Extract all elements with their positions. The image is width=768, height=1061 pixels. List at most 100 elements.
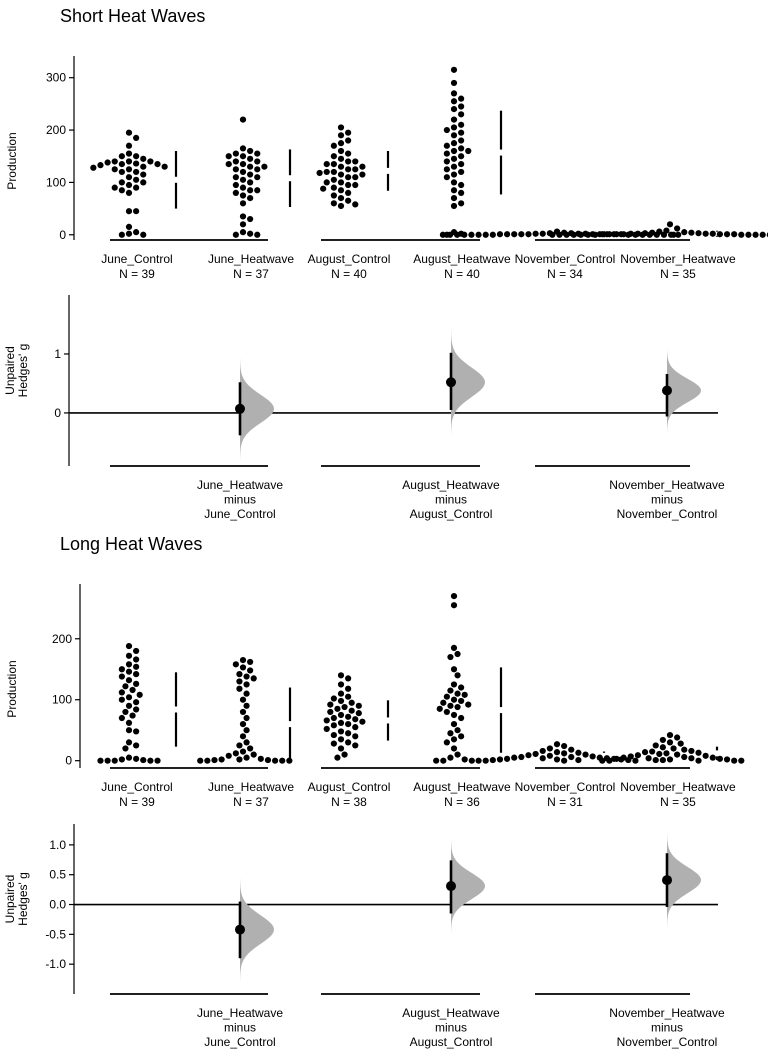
data-point [454, 751, 461, 758]
data-point [133, 728, 140, 735]
data-point [125, 150, 133, 157]
data-point [330, 740, 337, 747]
data-point [659, 736, 666, 744]
data-point [337, 132, 345, 139]
data-point [450, 721, 458, 728]
data-point [450, 202, 458, 210]
data-point [133, 706, 140, 713]
data-point [663, 750, 670, 757]
data-point [450, 140, 458, 147]
data-point [468, 231, 475, 238]
category-label: August_Control [308, 780, 391, 794]
data-point [450, 147, 458, 155]
data-point [674, 225, 681, 232]
data-point [337, 681, 345, 688]
data-point [447, 653, 454, 661]
data-point [104, 757, 111, 764]
data-point [688, 229, 695, 236]
data-point [458, 697, 465, 705]
category-label: November_Heatwave [620, 780, 736, 794]
y-tick-label: 200 [52, 632, 72, 646]
data-point [695, 749, 702, 756]
bootstrap-distribution [667, 832, 701, 928]
effect-size-point [662, 875, 672, 886]
data-point [345, 137, 352, 144]
data-point [129, 712, 136, 719]
y-axis-label: Unpaired [3, 875, 17, 924]
data-point [125, 677, 133, 684]
data-point [236, 678, 243, 685]
data-point [458, 733, 465, 740]
data-point [337, 195, 345, 202]
data-point [584, 231, 592, 238]
sample-size-label: N = 39 [119, 795, 155, 809]
data-point [688, 755, 695, 762]
data-point [330, 176, 337, 183]
data-point [254, 231, 261, 238]
bootstrap-distribution [451, 329, 485, 436]
data-point [337, 719, 345, 726]
data-point [450, 602, 458, 609]
data-point [433, 757, 440, 764]
data-point [443, 158, 450, 165]
data-point [355, 702, 362, 709]
data-point [641, 230, 649, 237]
y-tick-label: 0 [54, 406, 61, 420]
data-point [443, 142, 450, 149]
data-point [723, 231, 731, 238]
data-point [613, 231, 620, 238]
sample-size-label: N = 31 [547, 795, 583, 809]
data-point [247, 195, 254, 202]
data-point [239, 213, 247, 220]
data-point [450, 736, 458, 743]
data-point [239, 145, 247, 152]
data-point [670, 745, 677, 752]
data-point [443, 150, 450, 157]
data-point [563, 231, 570, 238]
y-tick-label: 0 [65, 754, 72, 768]
data-point [589, 753, 596, 760]
data-point [620, 754, 627, 761]
y-axis-label: Unpaired [3, 346, 17, 395]
data-point [352, 724, 359, 731]
data-point [352, 742, 359, 749]
data-point [681, 746, 688, 753]
data-point [652, 742, 659, 749]
data-point [352, 716, 359, 723]
data-point [716, 231, 724, 238]
data-point [225, 153, 232, 160]
data-point [450, 592, 458, 600]
data-point [458, 168, 465, 176]
y-axis-label: Production [5, 660, 19, 717]
sample-size-label: N = 40 [444, 267, 480, 281]
data-point [447, 754, 454, 761]
data-point [345, 181, 352, 189]
bootstrap-distribution [667, 348, 701, 433]
data-point [458, 145, 465, 152]
data-point [232, 189, 239, 196]
data-point [599, 231, 606, 238]
data-point [723, 756, 731, 763]
data-point [337, 690, 345, 697]
data-point [122, 708, 129, 716]
data-point [440, 699, 447, 706]
category-label: August_Heatwave [413, 780, 511, 794]
data-point [345, 739, 352, 746]
data-point [161, 163, 168, 170]
data-point [345, 174, 352, 181]
data-point [345, 189, 352, 196]
data-point [568, 746, 575, 753]
data-point [461, 691, 468, 698]
data-point [532, 230, 539, 237]
data-point [125, 661, 133, 668]
data-point [752, 231, 759, 238]
data-point [118, 714, 125, 722]
data-point [97, 757, 104, 764]
contrast-label: November_Control [617, 507, 718, 521]
data-point [731, 231, 738, 238]
data-point [511, 231, 518, 238]
data-point [454, 690, 461, 697]
data-point [337, 202, 345, 210]
data-point [359, 171, 366, 178]
category-label: June_Heatwave [208, 780, 294, 794]
